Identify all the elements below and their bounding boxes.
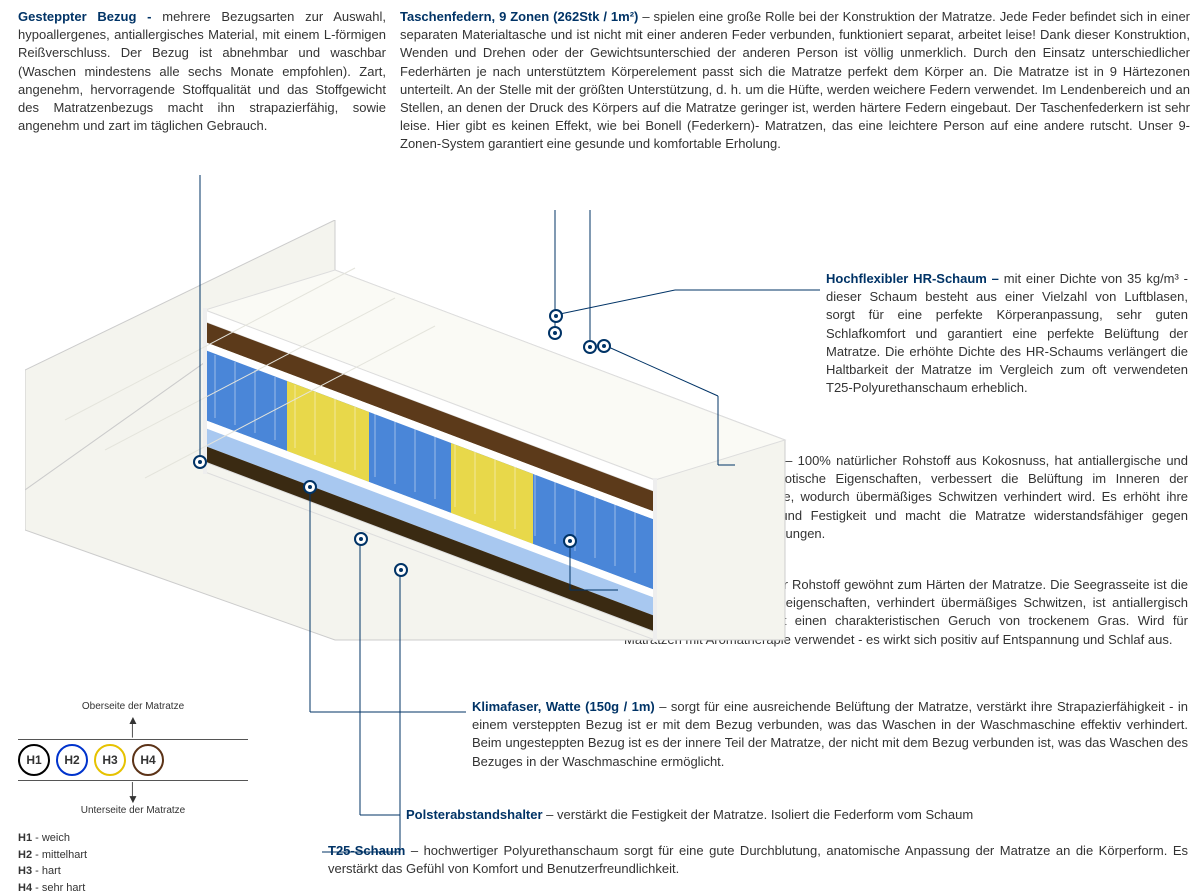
title-hr: Hochflexibler HR-Schaum – xyxy=(826,271,1004,286)
marker-klimafaser-icon xyxy=(303,480,317,494)
title-t25: T25-Schaum xyxy=(328,843,411,858)
title-polster: Polsterabstandshalter xyxy=(406,807,546,822)
legend-circle-h3: H3 xyxy=(94,744,126,776)
body-bezug: mehrere Bezugsarten zur Auswahl, hypoall… xyxy=(18,9,386,133)
body-hr: mit einer Dichte von 35 kg/m³ - dieser S… xyxy=(826,271,1188,395)
legend-circle-h1: H1 xyxy=(18,744,50,776)
hardness-legend: Oberseite der Matratze ▲│ H1 H2 H3 H4 │▼… xyxy=(18,700,248,896)
section-bezug: Gesteppter Bezug - mehrere Bezugsarten z… xyxy=(18,8,386,135)
legend-def-h3: H3 - hart xyxy=(18,863,248,880)
section-t25: T25-Schaum – hochwertiger Polyurethansch… xyxy=(328,842,1188,878)
body-kokos: – 100% natürlicher Rohstoff aus Kokosnus… xyxy=(740,453,1188,541)
marker-hr-icon xyxy=(549,309,563,323)
section-klimafaser: Klimafaser, Watte (150g / 1m) – sorgt fü… xyxy=(472,698,1188,771)
section-hr: Hochflexibler HR-Schaum – mit einer Dich… xyxy=(826,270,1188,397)
marker-polster-icon xyxy=(354,532,368,546)
marker-kokos-icon xyxy=(597,339,611,353)
legend-def-h1: H1 - weich xyxy=(18,830,248,847)
arrow-down-icon: │▼ xyxy=(18,785,248,804)
arrow-up-icon: ▲│ xyxy=(18,716,248,735)
body-t25: – hochwertiger Polyurethanschaum sorgt f… xyxy=(328,843,1188,876)
legend-circle-h2: H2 xyxy=(56,744,88,776)
section-kokos: Kokos – 100% natürlicher Rohstoff aus Ko… xyxy=(740,452,1188,543)
marker-federn2-icon xyxy=(583,340,597,354)
legend-bottom-label: Unterseite der Matratze xyxy=(18,804,248,818)
legend-def-h2: H2 - mittelhart xyxy=(18,847,248,864)
mattress-illustration xyxy=(25,220,795,650)
legend-rule-top xyxy=(18,739,248,740)
marker-federn1-icon xyxy=(548,326,562,340)
marker-bezug-icon xyxy=(193,455,207,469)
marker-t25-icon xyxy=(394,563,408,577)
body-federn: – spielen eine große Rolle bei der Konst… xyxy=(400,9,1190,151)
legend-circles: H1 H2 H3 H4 xyxy=(18,744,248,776)
section-polster: Polsterabstandshalter – verstärkt die Fe… xyxy=(406,806,1188,824)
marker-seegras-icon xyxy=(563,534,577,548)
title-klimafaser: Klimafaser, Watte (150g / 1m) xyxy=(472,699,659,714)
legend-def-h4: H4 - sehr hart xyxy=(18,880,248,896)
legend-top-label: Oberseite der Matratze xyxy=(18,700,248,714)
section-federn: Taschenfedern, 9 Zonen (262Stk / 1m²) – … xyxy=(400,8,1190,154)
legend-definitions: H1 - weich H2 - mittelhart H3 - hart H4 … xyxy=(18,830,248,896)
legend-rule-bottom xyxy=(18,780,248,781)
title-federn: Taschenfedern, 9 Zonen (262Stk / 1m²) xyxy=(400,9,642,24)
title-bezug: Gesteppter Bezug - xyxy=(18,9,162,24)
legend-circle-h4: H4 xyxy=(132,744,164,776)
body-polster: – verstärkt die Festigkeit der Matratze.… xyxy=(546,807,973,822)
